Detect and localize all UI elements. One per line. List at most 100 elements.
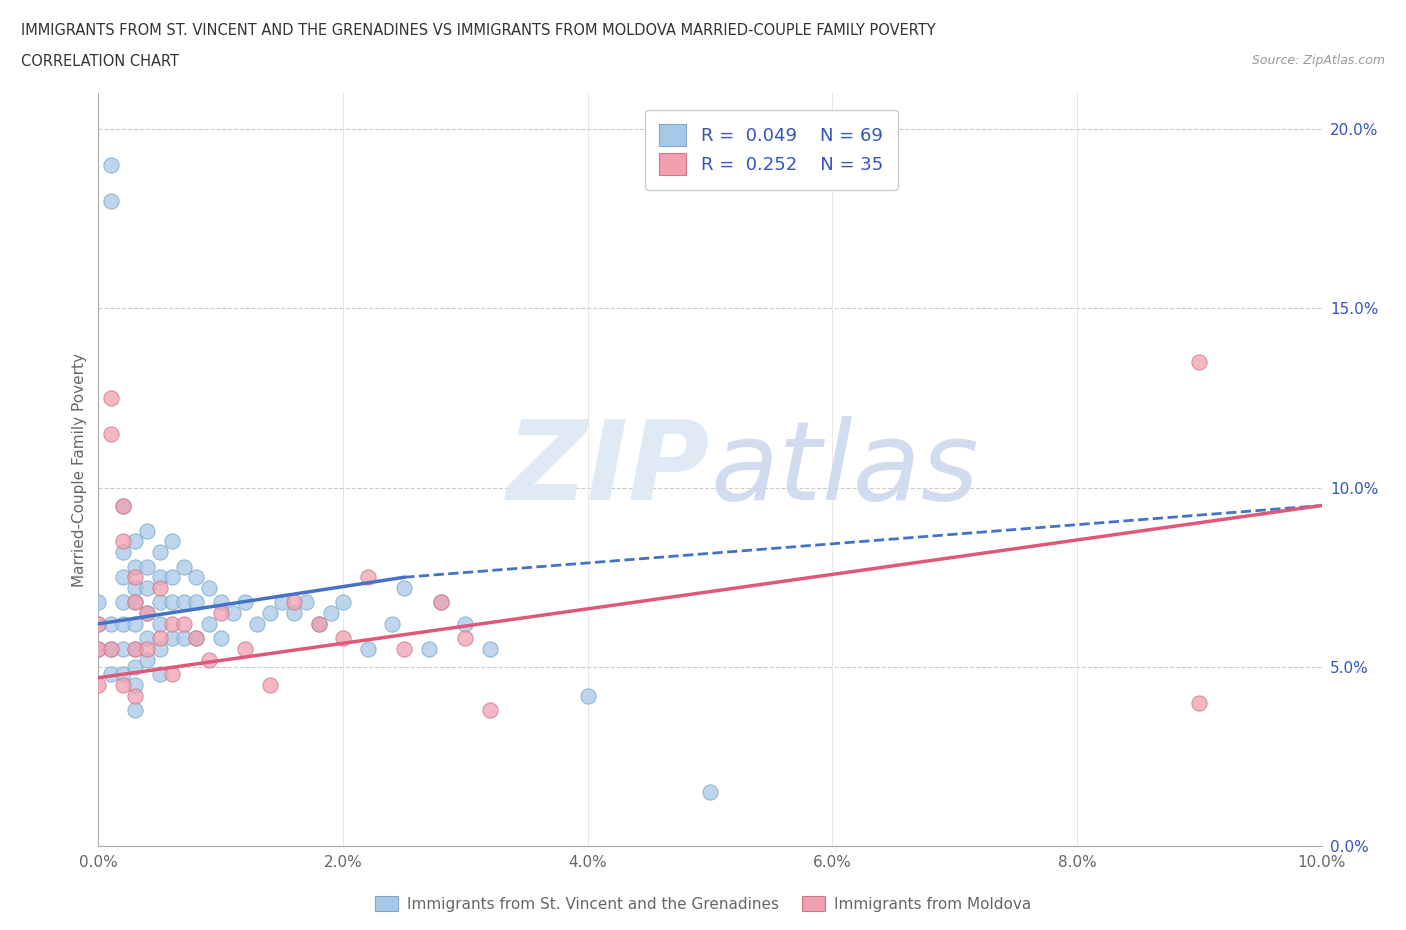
Point [308,617,330,631]
Point [308,617,330,631]
Point [270,595,292,610]
Point [87,642,110,657]
Point [454,617,477,631]
Point [197,652,219,667]
Point [295,595,318,610]
Point [124,642,146,657]
Point [100,667,122,682]
Point [100,617,122,631]
Point [209,605,232,620]
Point [87,595,110,610]
Point [392,642,416,657]
Point [149,595,172,610]
Point [149,580,172,595]
Point [259,677,281,692]
Point [454,631,477,645]
Point [149,667,172,682]
Point [87,677,110,692]
Point [136,559,159,574]
Point [111,498,134,513]
Text: IMMIGRANTS FROM ST. VINCENT AND THE GRENADINES VS IMMIGRANTS FROM MOLDOVA MARRIE: IMMIGRANTS FROM ST. VINCENT AND THE GREN… [21,23,936,38]
Point [124,617,146,631]
Point [197,617,219,631]
Y-axis label: Married-Couple Family Poverty: Married-Couple Family Poverty [72,352,87,587]
Point [100,391,122,405]
Point [319,605,342,620]
Point [136,642,159,657]
Point [124,595,146,610]
Point [149,570,172,585]
Point [430,595,453,610]
Point [136,631,159,645]
Point [149,631,172,645]
Point [186,595,208,610]
Point [392,580,416,595]
Point [100,642,122,657]
Text: ZIP: ZIP [506,416,710,524]
Point [418,642,440,657]
Point [111,642,134,657]
Point [111,595,134,610]
Point [124,677,146,692]
Legend: Immigrants from St. Vincent and the Grenadines, Immigrants from Moldova: Immigrants from St. Vincent and the Gren… [368,889,1038,918]
Point [173,595,195,610]
Text: CORRELATION CHART: CORRELATION CHART [21,54,179,69]
Point [124,580,146,595]
Point [149,642,172,657]
Point [87,617,110,631]
Point [332,631,354,645]
Point [100,426,122,441]
Point [259,605,281,620]
Point [160,617,183,631]
Point [233,595,256,610]
Point [124,688,146,703]
Point [478,702,501,717]
Point [124,702,146,717]
Point [100,157,122,172]
Point [246,617,269,631]
Point [222,605,245,620]
Point [136,580,159,595]
Point [124,595,146,610]
Point [136,605,159,620]
Text: atlas: atlas [710,416,979,524]
Point [356,570,378,585]
Point [100,193,122,208]
Point [233,642,256,657]
Legend: R =  0.049    N = 69, R =  0.252    N = 35: R = 0.049 N = 69, R = 0.252 N = 35 [645,110,897,190]
Point [100,642,122,657]
Point [186,631,208,645]
Point [136,524,159,538]
Point [124,534,146,549]
Point [173,631,195,645]
Point [173,617,195,631]
Point [136,652,159,667]
Point [111,570,134,585]
Point [209,595,232,610]
Point [87,642,110,657]
Point [160,631,183,645]
Point [173,559,195,574]
Point [356,642,378,657]
Point [1188,354,1211,369]
Point [197,580,219,595]
Point [283,595,305,610]
Point [186,631,208,645]
Point [111,667,134,682]
Point [111,498,134,513]
Point [381,617,404,631]
Point [699,785,721,800]
Point [87,617,110,631]
Point [186,570,208,585]
Point [124,570,146,585]
Point [124,559,146,574]
Text: Source: ZipAtlas.com: Source: ZipAtlas.com [1251,54,1385,67]
Point [209,631,232,645]
Point [111,617,134,631]
Point [430,595,453,610]
Point [478,642,501,657]
Point [124,642,146,657]
Point [160,570,183,585]
Point [332,595,354,610]
Point [576,688,599,703]
